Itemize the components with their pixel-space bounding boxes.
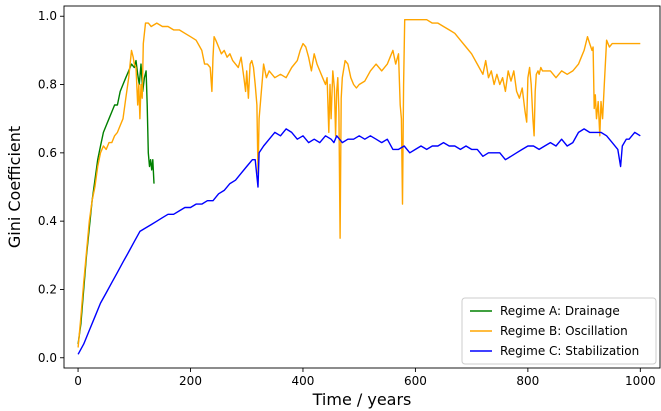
series-group (77, 19, 641, 355)
y-axis-label: Gini Coefficient (5, 126, 24, 248)
series-line-2 (77, 19, 641, 348)
legend-label-2: Regime B: Oscillation (500, 324, 628, 338)
x-tick-label: 1000 (625, 374, 656, 388)
legend: Regime A: Drainage Regime B: Oscillation R… (461, 297, 657, 365)
y-tick-label: 1.0 (38, 9, 57, 23)
y-tick-label: 0.4 (38, 214, 57, 228)
x-tick-label: 800 (516, 374, 539, 388)
y-tick-label: 0.8 (38, 78, 57, 92)
series-line-3 (77, 128, 641, 355)
plot-area (77, 19, 641, 355)
x-axis-label: Time / years (312, 390, 412, 409)
legend-box (461, 297, 657, 365)
x-tick-label: 200 (179, 374, 202, 388)
x-tick-label: 600 (404, 374, 427, 388)
axes-frame (63, 5, 661, 369)
x-tick-label: 400 (292, 374, 315, 388)
legend-label-1: Regime A: Drainage (500, 304, 620, 318)
y-tick-label: 0.2 (38, 282, 57, 296)
y-tick-label: 0.6 (38, 146, 57, 160)
series-line-1 (77, 59, 155, 345)
axes: 0 200 400 600 800 1000 0.0 0.2 0.4 0.6 0.8 1.0 (38, 5, 661, 388)
x-tick-label: 0 (74, 374, 82, 388)
y-tick-label: 0.0 (38, 351, 57, 365)
legend-label-3: Regime C: Stabilization (500, 344, 639, 358)
